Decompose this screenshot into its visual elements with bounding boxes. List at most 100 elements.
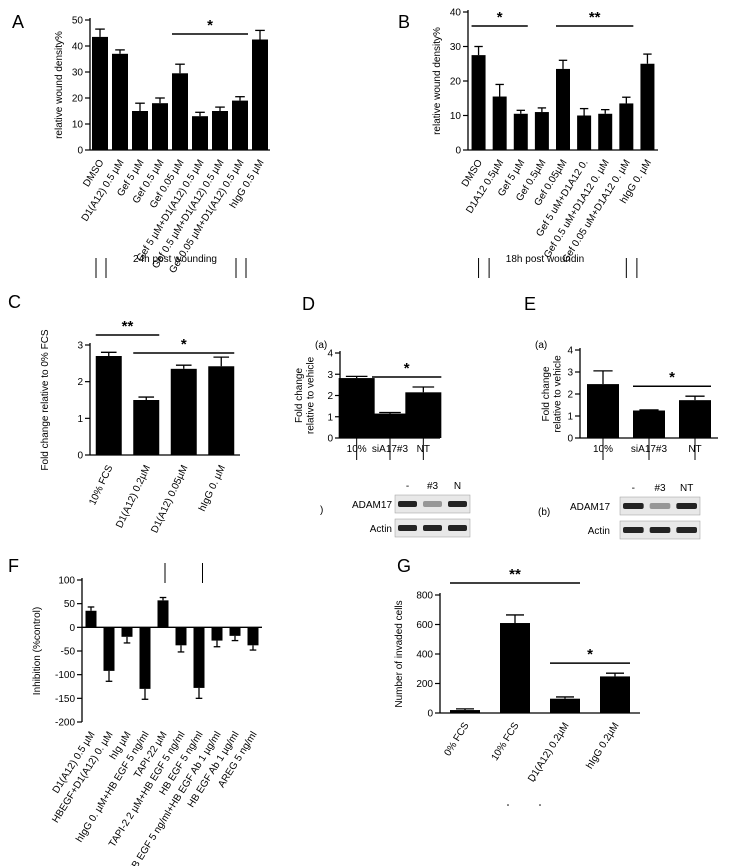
blot-row-label: ADAM17 [352, 500, 392, 511]
bar [372, 413, 408, 438]
bar [212, 111, 228, 150]
significance-marker: ** [589, 9, 601, 26]
bar [338, 378, 375, 438]
panel-label: C [8, 292, 21, 312]
blot-band [623, 527, 644, 533]
bar [192, 116, 208, 150]
bar [95, 356, 122, 455]
panel-label: E [524, 294, 536, 314]
bar [152, 103, 168, 150]
chart-panel-f: F 100 50 0 -50 -100 -150 -200 Inhibition (%contr… [8, 556, 262, 866]
y-axis-label: relative wound density% [54, 31, 65, 139]
y-tick-label: 600 [416, 620, 433, 631]
chart-panel-c: C 0 1 2 3 Fold change relative to 0% FCS 10% F… [8, 292, 240, 583]
y-tick-label: 800 [416, 591, 433, 602]
y-tick-label: -200 [55, 718, 75, 729]
category-label: hIgG 0. µM [197, 464, 228, 514]
y-tick-label: 0 [427, 709, 433, 720]
y-tick-label: 40 [450, 8, 462, 19]
y-label-line: Fold change [294, 368, 305, 423]
y-tick-label: 2 [77, 377, 83, 388]
significance-marker: * [181, 336, 187, 353]
bar [92, 36, 108, 150]
category-label: D1(A12) 0.05µM [149, 464, 190, 535]
blot-strip [619, 496, 701, 516]
y-tick-label: 1 [567, 412, 573, 423]
bar [139, 627, 151, 689]
panel-label: F [8, 556, 19, 576]
significance-marker: * [207, 17, 213, 34]
y-tick-label: 50 [72, 16, 84, 27]
y-tick-label: 0 [567, 434, 573, 445]
y-tick-label: 1 [77, 414, 83, 425]
category-label: hIgG 0.2µM [584, 721, 621, 771]
bar [556, 68, 570, 150]
blot-band [623, 503, 644, 509]
panel-label: B [398, 12, 410, 32]
bar [132, 111, 148, 150]
bar [211, 627, 223, 641]
blot-row-label: Actin [588, 526, 610, 537]
blot-lane-label: - [632, 483, 635, 494]
bar [587, 384, 619, 438]
y-tick-label: 50 [64, 599, 76, 610]
bar [172, 73, 188, 150]
y-tick-label: 3 [77, 341, 83, 352]
y-axis-label: Inhibition (%control) [32, 607, 43, 695]
y-axis-label: Fold changerelative to vehicle [294, 356, 317, 434]
category-label: 0% FCS [442, 720, 471, 758]
stray-dot [507, 804, 509, 806]
y-tick-label: 3 [327, 370, 333, 381]
blot-row-label: ADAM17 [570, 502, 610, 513]
bar [229, 627, 241, 636]
y-tick-label: 20 [450, 77, 462, 88]
y-tick-label: 3 [567, 368, 573, 379]
y-tick-label: 2 [327, 391, 333, 402]
blot-band [423, 525, 442, 531]
blot-lane-label: NT [680, 483, 693, 494]
chart-panel-g: G 0 200 400 600 800 Number of invaded cells 0% … [394, 556, 640, 806]
bar [598, 113, 613, 150]
category-label: D1(A12) 0.2µM [526, 721, 571, 785]
y-tick-label: 1 [327, 412, 333, 423]
blot-band [448, 525, 467, 531]
significance-marker: ** [122, 318, 134, 335]
y-tick-label: 30 [72, 68, 84, 79]
blot-strip [394, 494, 471, 514]
blot-row-label: Actin [370, 524, 392, 535]
bar [513, 113, 528, 150]
y-axis-label: Fold changerelative to vehicle [541, 355, 564, 433]
blot-band [448, 501, 467, 507]
panel-label: A [12, 12, 24, 32]
bar [252, 39, 268, 150]
y-tick-label: 20 [72, 94, 84, 105]
y-tick-label: 30 [450, 42, 462, 53]
y-tick-label: 200 [416, 679, 433, 690]
bar [619, 103, 634, 150]
blot-band [676, 503, 697, 509]
blot-band [398, 501, 417, 507]
blot-lane-label: #3 [427, 481, 439, 492]
significance-marker: ** [509, 566, 521, 583]
bar [247, 627, 259, 646]
blot-band [423, 501, 442, 507]
bar [170, 368, 197, 455]
bar [492, 96, 507, 150]
bar [600, 676, 630, 713]
y-tick-label: 0 [327, 434, 333, 445]
bar [85, 610, 97, 628]
blot-prefix: ) [320, 505, 323, 516]
blot-band [398, 525, 417, 531]
y-tick-label: 2 [567, 390, 573, 401]
panel-sublabel: (a) [315, 340, 327, 351]
stray-dot [539, 804, 541, 806]
bar [534, 112, 549, 150]
bar [121, 627, 133, 637]
y-tick-label: 10 [450, 111, 462, 122]
bar [232, 100, 248, 150]
panel-sublabel: (a) [535, 340, 547, 351]
category-label: 10% FCS [490, 720, 522, 762]
category-label: D1(A12) 0.2µM [114, 464, 153, 530]
